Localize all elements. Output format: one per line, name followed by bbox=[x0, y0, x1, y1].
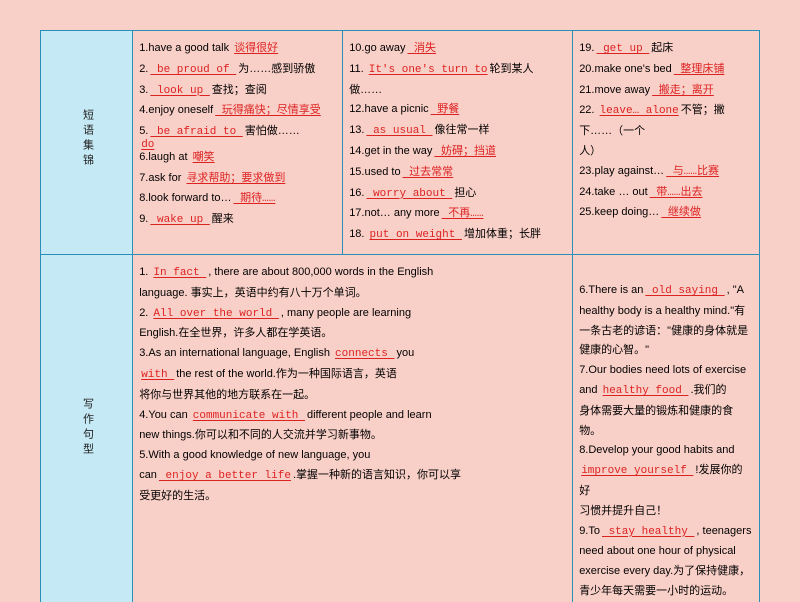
item-18: 18. put on weight 增加体重；长胖 bbox=[349, 225, 566, 246]
phrases-col-3: 19. get up 起床 20.make one's bed 整理床铺 21.… bbox=[573, 31, 760, 255]
sent-8: 8.Develop your good habits and improve y… bbox=[579, 441, 753, 501]
phrases-col-2: 10.go away 消失 11. It's one's turn to轮到某人… bbox=[343, 31, 573, 255]
sentences-left: 1. In fact , there are about 800,000 wor… bbox=[133, 254, 573, 602]
sent-2b: English.在全世界，许多人都在学英语。 bbox=[139, 324, 566, 344]
sent-3: 3.As an international language, English … bbox=[139, 344, 566, 365]
sent-1: 1. In fact , there are about 800,000 wor… bbox=[139, 263, 566, 284]
sent-3c: 将你与世界其他的地方联系在一起。 bbox=[139, 386, 566, 406]
sent-5c: 受更好的生活。 bbox=[139, 487, 566, 507]
page-container: 短语集锦 1.have a good talk 谈得很好 2. be proud… bbox=[0, 0, 800, 602]
sent-2: 2. All over the world , many people are … bbox=[139, 304, 566, 325]
item-10: 10.go away 消失 bbox=[349, 39, 566, 60]
item-1: 1.have a good talk 谈得很好 bbox=[139, 39, 336, 60]
sent-5b: can enjoy a better life.掌握一种新的语言知识，你可以享 bbox=[139, 466, 566, 487]
sent-6: 6.There is an old saying , "A healthy bo… bbox=[579, 281, 753, 322]
item-8: 8.look forward to… 期待…… bbox=[139, 189, 336, 210]
item-12: 12.have a picnic 野餐 bbox=[349, 100, 566, 121]
item-25: 25.keep doing… 继续做 bbox=[579, 203, 753, 224]
sent-8b: 习惯并提升自己！ bbox=[579, 502, 753, 522]
sent-9: 9.To stay healthy , teenagers need about… bbox=[579, 522, 753, 563]
item-9: 9. wake up 醒来 bbox=[139, 210, 336, 231]
sent-5: 5.With a good knowledge of new language,… bbox=[139, 446, 566, 466]
section-label-phrases: 短语集锦 bbox=[41, 31, 133, 255]
item-14: 14.get in the way 妨碍；挡道 bbox=[349, 142, 566, 163]
item-2: 2. be proud of 为……感到骄傲 bbox=[139, 60, 336, 81]
item-15: 15.used to 过去常常 bbox=[349, 163, 566, 184]
sentences-right: 6.There is an old saying , "A healthy bo… bbox=[573, 254, 760, 602]
item-13: 13. as usual 像往常一样 bbox=[349, 121, 566, 142]
sent-7b: 身体需要大量的锻炼和健康的食物。 bbox=[579, 402, 753, 442]
study-table: 短语集锦 1.have a good talk 谈得很好 2. be proud… bbox=[40, 30, 760, 602]
item-3: 3. look up 查找；查阅 bbox=[139, 81, 336, 102]
sent-6b: 一条古老的谚语："健康的身体就是健康的心智。" bbox=[579, 322, 753, 362]
item-21: 21.move away 搬走；离开 bbox=[579, 81, 753, 102]
item-24: 24.take … out 带……出去 bbox=[579, 183, 753, 204]
sent-7: 7.Our bodies need lots of exercise and h… bbox=[579, 361, 753, 402]
sent-1b: language. 事实上，英语中约有八十万个单词。 bbox=[139, 284, 566, 304]
item-4: 4.enjoy oneself 玩得痛快；尽情享受 bbox=[139, 101, 336, 122]
item-19: 19. get up 起床 bbox=[579, 39, 753, 60]
item-6: 6.laugh at 嘲笑 bbox=[139, 148, 336, 169]
item-7: 7.ask for 寻求帮助；要求做到 bbox=[139, 169, 336, 190]
item-22b: 人） bbox=[579, 142, 753, 162]
section-label-sentences: 写作句型 bbox=[41, 254, 133, 602]
item-22: 22. leave… alone不管；撇下……（一个 bbox=[579, 101, 753, 142]
item-23: 23.play against… 与……比赛 bbox=[579, 162, 753, 183]
sent-4: 4.You can communicate with different peo… bbox=[139, 406, 566, 427]
item-17: 17.not… any more 不再…… bbox=[349, 204, 566, 225]
sent-4b: new things.你可以和不同的人交流并学习新事物。 bbox=[139, 426, 566, 446]
sent-9b: exercise every day.为了保持健康，青少年每天需要一小时的运动。 bbox=[579, 562, 753, 602]
item-16: 16. worry about 担心 bbox=[349, 184, 566, 205]
item-20: 20.make one's bed 整理床铺 bbox=[579, 60, 753, 81]
item-11: 11. It's one's turn to轮到某人做…… bbox=[349, 60, 566, 101]
phrases-col-1: 1.have a good talk 谈得很好 2. be proud of 为… bbox=[133, 31, 343, 255]
sent-3b: with the rest of the world.作为一种国际语言，英语 bbox=[139, 365, 566, 386]
